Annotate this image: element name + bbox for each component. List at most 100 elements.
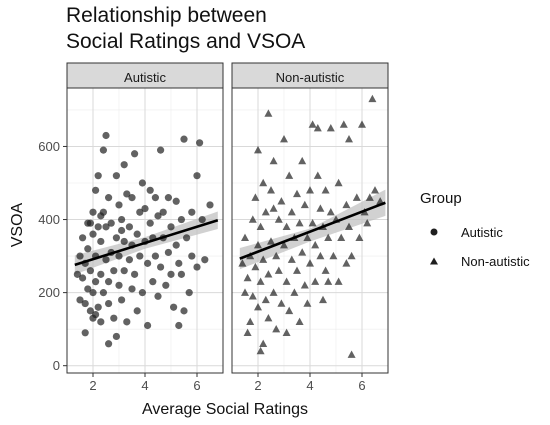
data-point [105, 194, 113, 202]
data-point [123, 318, 131, 326]
data-point [308, 120, 317, 128]
data-point [243, 328, 252, 337]
data-point [243, 273, 252, 282]
data-point [133, 230, 141, 238]
data-point [306, 186, 314, 194]
data-point [94, 223, 102, 231]
x-tick-label: 6 [358, 378, 365, 393]
data-point [97, 318, 105, 326]
data-point [324, 233, 333, 242]
facet-strip-autistic [66, 62, 224, 89]
data-point [368, 94, 377, 103]
data-point [94, 303, 102, 311]
data-point [300, 200, 309, 209]
data-point [287, 255, 296, 263]
data-point [92, 278, 100, 286]
data-point [334, 178, 343, 187]
data-point [334, 277, 343, 285]
data-point [256, 222, 265, 231]
data-point [120, 161, 128, 169]
data-point [151, 194, 159, 202]
data-point [358, 120, 366, 128]
y-tick-label: 400 [38, 212, 60, 227]
data-point [306, 259, 314, 267]
data-point [259, 255, 268, 263]
y-tick-label: 0 [53, 358, 60, 373]
data-point [115, 252, 123, 260]
y-tick-label: 200 [38, 285, 60, 300]
data-point [290, 288, 299, 296]
data-point [123, 190, 131, 198]
data-point [131, 270, 139, 278]
data-point [175, 259, 183, 267]
data-point [277, 197, 286, 205]
data-point [313, 123, 322, 132]
data-point [280, 134, 288, 143]
data-point [162, 281, 170, 289]
data-point [196, 139, 204, 147]
data-point [269, 288, 278, 296]
data-point [188, 252, 196, 260]
data-point [146, 186, 154, 194]
chart-title-line-1: Relationship between [66, 4, 267, 27]
legend-title: Group [420, 190, 462, 207]
x-tick-label: 4 [141, 378, 148, 393]
data-point [313, 171, 322, 179]
data-point [149, 278, 157, 286]
data-point [172, 197, 180, 205]
data-point [337, 233, 346, 242]
data-point [352, 193, 361, 201]
legend-marker-autistic [430, 228, 438, 236]
legend-marker-non-autistic [430, 257, 438, 265]
panel-autistic: Autistic 2 4 6 [66, 62, 224, 393]
data-point [261, 208, 270, 216]
legend-label-non-autistic: Non-autistic [461, 254, 530, 269]
data-point [97, 237, 105, 246]
data-point [138, 289, 146, 297]
data-point [241, 288, 249, 296]
data-point [118, 226, 126, 235]
data-point [254, 240, 262, 249]
data-point [269, 204, 278, 212]
data-point [198, 215, 206, 224]
data-point [86, 307, 94, 315]
data-point [293, 266, 301, 274]
data-point [76, 296, 84, 304]
data-point [154, 292, 162, 300]
data-point [282, 277, 291, 285]
data-point [345, 222, 353, 231]
data-point [136, 252, 144, 260]
data-point [363, 218, 372, 227]
data-point [76, 252, 84, 260]
data-point [365, 193, 374, 201]
data-point [89, 289, 97, 297]
data-point [133, 307, 141, 315]
x-tick-label: 2 [89, 378, 96, 393]
data-point [94, 172, 102, 180]
data-point [157, 146, 165, 154]
data-point [355, 233, 364, 242]
data-point [185, 289, 193, 297]
data-point [144, 321, 152, 330]
data-point [282, 222, 291, 231]
data-point [259, 339, 268, 347]
data-point [128, 194, 136, 202]
data-point [180, 135, 188, 143]
data-point [311, 277, 320, 285]
data-point [144, 259, 152, 267]
data-point [164, 248, 172, 257]
data-point [259, 178, 268, 187]
data-point [99, 289, 107, 297]
x-tick-label: 4 [306, 378, 313, 393]
data-point [285, 306, 294, 315]
data-point [269, 156, 278, 165]
data-point [264, 313, 273, 322]
data-point [280, 240, 288, 249]
data-point [339, 120, 348, 128]
data-point [92, 310, 100, 319]
facet-strip-non-autistic [231, 62, 389, 89]
data-point [79, 274, 87, 282]
data-point [342, 200, 351, 209]
data-point [300, 281, 309, 289]
data-point [371, 186, 379, 194]
